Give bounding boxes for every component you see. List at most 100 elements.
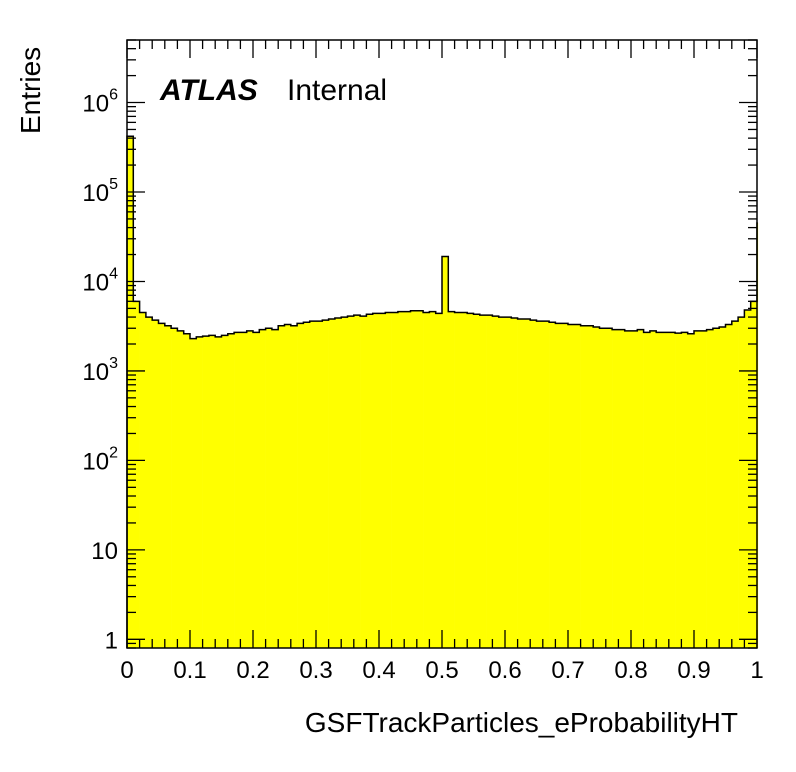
histogram-bar-52 [454,312,462,648]
histogram-bar-2 [139,312,147,648]
x-tick-label: 0 [120,657,133,684]
histogram-bar-5 [158,323,166,648]
x-axis-title: GSFTrackParticles_eProbabilityHT [305,707,738,738]
histogram-bar-92 [706,329,714,648]
x-axis-tick-labels: 0 0.1 0.2 0.3 0.4 0.5 0.6 0.7 0.8 0.9 1 [120,657,763,684]
histogram-bar-66 [542,321,550,648]
y-tick-exponent: 5 [109,176,118,193]
histogram-bar-23 [271,329,279,648]
x-tick-label: 0.5 [425,657,458,684]
histogram-bar-22 [265,328,273,648]
histogram-bar-53 [460,312,468,648]
histogram-bar-98 [744,309,751,648]
y-tick-base: 10 [82,269,109,296]
x-tick-label: 0.1 [173,657,206,684]
histogram-bar-69 [561,323,569,648]
histogram-bar-67 [549,322,556,648]
histogram-bar-6 [164,325,172,648]
x-tick-label: 0.4 [362,657,395,684]
histogram-bar-31 [322,320,329,648]
histogram-bar-59 [498,317,506,648]
histogram-bar-36 [353,315,361,648]
histogram-bar-48 [429,311,436,648]
histogram-bar-8 [177,330,184,648]
histogram-bar-10 [190,338,197,648]
histogram-bar-68 [555,323,562,648]
histogram-bar-37 [360,316,367,648]
histogram-bar-32 [328,319,336,648]
y-tick-base: 10 [91,538,118,565]
histogram-bar-41 [385,312,392,648]
y-tick-exponent: 4 [109,265,118,282]
histogram-bar-28 [303,322,310,648]
histogram-bar-57 [486,315,493,648]
x-tick-label: 0.7 [551,657,584,684]
histogram-bar-85 [662,332,670,648]
histogram-bar-71 [574,324,581,648]
histogram-bar-17 [234,332,241,648]
y-tick-exponent: 3 [109,355,118,372]
histogram-bar-64 [530,320,537,648]
histogram-bar-88 [681,332,688,648]
histogram-bar-30 [316,321,323,648]
histogram-bar-56 [479,315,487,648]
y-tick-label: 102 [82,444,118,475]
histogram-bar-58 [492,316,499,648]
histogram-bar-34 [341,317,348,648]
histogram-bar-81 [637,329,644,648]
histogram-bar-50 [442,256,449,648]
histogram-bar-33 [334,318,342,648]
histogram-bar-13 [208,335,216,648]
x-tick-label: 1 [750,657,763,684]
histogram-bar-55 [473,314,481,648]
histogram-bar-14 [215,336,222,648]
histogram-bar-80 [631,330,638,648]
histogram-bar-65 [536,321,544,648]
histogram-bar-74 [593,326,600,648]
histogram-bar-47 [423,312,430,648]
x-tick-label: 0.3 [299,657,332,684]
histogram-bar-20 [253,332,260,648]
y-tick-label: 104 [82,265,118,296]
histogram-bar-89 [687,333,695,648]
histogram-bar-0 [127,136,134,648]
histogram-bar-70 [568,324,575,648]
histogram-bar-45 [410,310,418,648]
histogram-bars [127,136,759,648]
y-axis-ticks [127,39,757,649]
y-tick-label: 105 [82,176,118,207]
histogram-bar-3 [145,317,153,648]
histogram-bar-73 [586,325,594,648]
x-tick-label: 0.8 [614,657,647,684]
y-tick-label: 106 [82,87,118,118]
histogram-bar-96 [731,321,739,648]
atlas-label: ATLAS [159,74,258,107]
y-tick-base: 10 [82,91,109,118]
histogram-bar-43 [397,311,405,648]
histogram-bar-77 [612,329,619,648]
y-tick-label: 1 [105,627,118,654]
y-tick-exponent: 2 [109,444,118,461]
x-tick-label: 0.9 [677,657,710,684]
histogram-bar-4 [152,320,159,648]
histogram-bar-76 [605,328,613,648]
histogram-bar-24 [278,325,285,648]
y-tick-label: 10 [91,538,118,565]
histogram-bar-15 [221,335,229,648]
y-tick-exponent: 6 [109,87,118,104]
histogram-bar-51 [448,311,455,648]
histogram-bar-62 [517,319,525,648]
histogram-bar-61 [511,318,518,648]
histogram-bar-38 [366,314,373,648]
histogram-bar-7 [171,328,178,648]
histogram-bar-40 [379,313,386,648]
histogram-bar-93 [712,328,720,648]
status-label: Internal [287,74,387,107]
histogram-bar-11 [196,336,203,648]
histogram-bar-19 [246,330,254,648]
histogram-bar-72 [580,325,588,648]
histogram-bar-78 [618,329,625,648]
histogram-bar-25 [284,324,292,648]
